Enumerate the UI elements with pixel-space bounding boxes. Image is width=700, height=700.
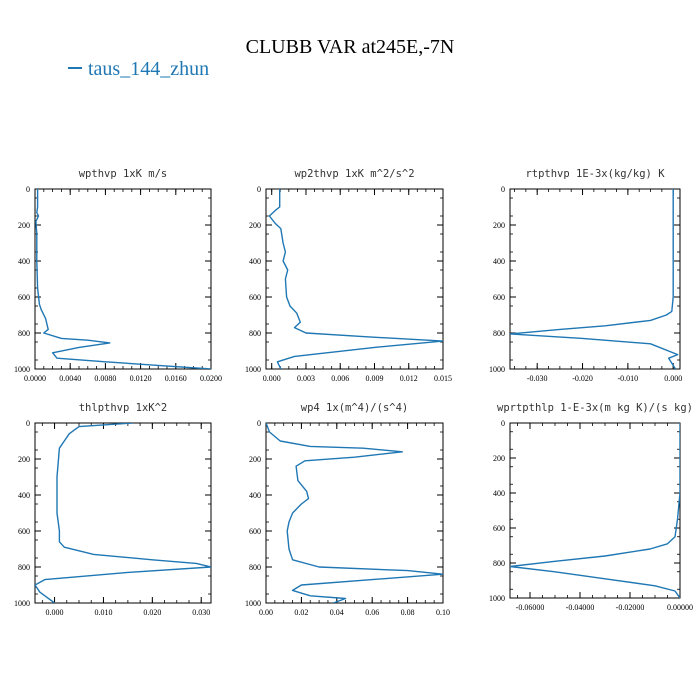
y-tick-label: 400 bbox=[18, 491, 30, 500]
panel-4: thlpthvp 1xK^2 0 200 400 600 800 1000 0.000 0.01… bbox=[14, 402, 212, 617]
y-tick-label: 0 bbox=[501, 185, 505, 194]
y-tick-label: 1000 bbox=[245, 365, 261, 374]
x-tick-label: 0.0000 bbox=[24, 374, 46, 383]
x-tick-label: 0.0200 bbox=[200, 374, 222, 383]
y-tick-label: 200 bbox=[493, 454, 505, 463]
y-tick-label: 800 bbox=[249, 563, 261, 572]
y-tick-label: 200 bbox=[249, 221, 261, 230]
x-tick-label: 0.010 bbox=[94, 608, 112, 617]
x-tick-label: 0.000 bbox=[664, 374, 682, 383]
y-tick-label: 0 bbox=[501, 419, 505, 428]
x-tick-label: 0.020 bbox=[143, 608, 161, 617]
y-tick-label: 1000 bbox=[14, 365, 30, 374]
x-tick-label: -0.010 bbox=[618, 374, 639, 383]
y-tick-label: 1000 bbox=[489, 594, 505, 603]
series-line bbox=[268, 189, 443, 369]
y-tick-label: 1000 bbox=[14, 599, 30, 608]
x-tick-label: 0.00000 bbox=[667, 603, 693, 612]
y-tick-label: 600 bbox=[249, 293, 261, 302]
x-tick-label: 0.0120 bbox=[130, 374, 152, 383]
y-tick-label: 200 bbox=[18, 455, 30, 464]
x-tick-label: 0.02 bbox=[294, 608, 308, 617]
x-tick-label: 0.012 bbox=[400, 374, 418, 383]
y-tick-label: 200 bbox=[249, 455, 261, 464]
x-tick-label: -0.020 bbox=[572, 374, 593, 383]
y-tick-label: 800 bbox=[18, 329, 30, 338]
x-tick-label: 0.0080 bbox=[94, 374, 116, 383]
panel-title: thlpthvp 1xK^2 bbox=[79, 402, 168, 414]
x-tick-label: 0.015 bbox=[434, 374, 452, 383]
y-tick-label: 400 bbox=[249, 491, 261, 500]
y-tick-label: 0 bbox=[26, 419, 30, 428]
series-line bbox=[35, 189, 211, 369]
x-tick-label: -0.06000 bbox=[516, 603, 545, 612]
x-tick-label: -0.04000 bbox=[566, 603, 595, 612]
x-tick-label: -0.02000 bbox=[616, 603, 645, 612]
panel-6: wprtpthlp 1-E-3x(m kg K)/(s kg) 0 200 400 60… bbox=[489, 402, 693, 612]
x-tick-label: 0.10 bbox=[436, 608, 450, 617]
panel-title: wp4 1x(m^4)/(s^4) bbox=[301, 402, 408, 414]
x-tick-label: 0.0160 bbox=[165, 374, 187, 383]
y-tick-label: 200 bbox=[493, 221, 505, 230]
x-tick-label: 0.000 bbox=[46, 608, 64, 617]
series-line bbox=[266, 423, 443, 603]
panel-title: wp2thvp 1xK m^2/s^2 bbox=[294, 168, 414, 180]
y-tick-label: 800 bbox=[493, 329, 505, 338]
x-tick-label: 0.06 bbox=[365, 608, 379, 617]
y-tick-label: 800 bbox=[493, 559, 505, 568]
y-tick-label: 0 bbox=[26, 185, 30, 194]
y-tick-label: 200 bbox=[18, 221, 30, 230]
y-tick-label: 400 bbox=[18, 257, 30, 266]
y-tick-label: 400 bbox=[249, 257, 261, 266]
x-tick-label: -0.030 bbox=[527, 374, 548, 383]
legend-swatch bbox=[68, 67, 82, 70]
panel-title: wprtpthlp 1-E-3x(m kg K)/(s kg) bbox=[497, 402, 693, 414]
x-tick-label: 0.00 bbox=[259, 608, 273, 617]
y-tick-label: 600 bbox=[18, 293, 30, 302]
plot-frame bbox=[265, 188, 444, 370]
plot-frame bbox=[34, 422, 212, 604]
y-tick-label: 800 bbox=[249, 329, 261, 338]
x-tick-label: 0.009 bbox=[365, 374, 383, 383]
series-line bbox=[510, 189, 679, 369]
plot-frame bbox=[34, 188, 212, 370]
y-tick-label: 1000 bbox=[489, 365, 505, 374]
x-tick-label: 0.003 bbox=[297, 374, 315, 383]
x-tick-label: 0.0040 bbox=[59, 374, 81, 383]
y-tick-label: 600 bbox=[249, 527, 261, 536]
y-tick-label: 600 bbox=[18, 527, 30, 536]
panel-title: wpthvp 1xK m/s bbox=[79, 168, 168, 180]
series-line bbox=[35, 423, 211, 603]
x-tick-label: 0.006 bbox=[331, 374, 349, 383]
x-tick-label: 0.030 bbox=[192, 608, 210, 617]
y-tick-label: 0 bbox=[257, 419, 261, 428]
y-tick-label: 1000 bbox=[245, 599, 261, 608]
y-tick-label: 0 bbox=[257, 185, 261, 194]
panel-3: rtpthvp 1E-3x(kg/kg) K 0 200 400 600 800 1000 -… bbox=[489, 168, 682, 383]
legend: taus_144_zhun bbox=[68, 58, 209, 81]
series-line bbox=[510, 423, 680, 598]
y-tick-label: 600 bbox=[493, 293, 505, 302]
figure-title: CLUBB VAR at245E,-7N bbox=[245, 36, 455, 58]
y-tick-label: 600 bbox=[493, 524, 505, 533]
y-tick-label: 400 bbox=[493, 489, 505, 498]
legend-label: taus_144_zhun bbox=[88, 58, 210, 80]
panel-title: rtpthvp 1E-3x(kg/kg) K bbox=[525, 168, 665, 180]
y-tick-label: 400 bbox=[493, 257, 505, 266]
x-tick-label: 0.000 bbox=[263, 374, 281, 383]
y-tick-label: 800 bbox=[18, 563, 30, 572]
plot-frame bbox=[509, 188, 681, 370]
plot-frame bbox=[509, 422, 681, 599]
x-tick-label: 0.04 bbox=[330, 608, 344, 617]
x-tick-label: 0.08 bbox=[401, 608, 415, 617]
panel-2: wp2thvp 1xK m^2/s^2020040060080010000.00… bbox=[245, 168, 452, 383]
